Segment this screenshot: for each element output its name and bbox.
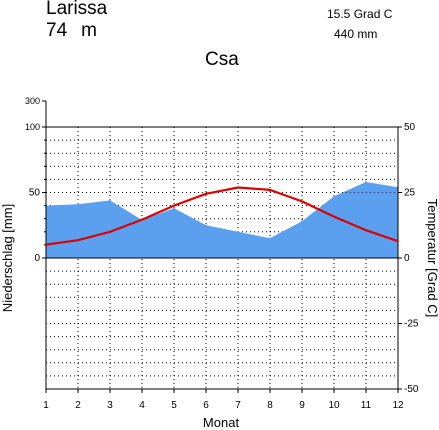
precipitation-point — [365, 181, 367, 183]
temperature-point — [397, 240, 399, 243]
x-tick-label: 2 — [75, 400, 81, 411]
temperature-point — [301, 200, 303, 203]
x-tick-label: 5 — [171, 400, 177, 411]
temperature-point — [269, 188, 271, 191]
x-tick-label: 8 — [267, 400, 273, 411]
station-name: Larissa — [46, 0, 108, 19]
precipitation-point — [173, 207, 175, 210]
temperature-point — [205, 192, 207, 195]
temperature-point — [365, 229, 367, 232]
annual-precipitation: 440 mm — [334, 27, 378, 41]
annual-temperature: 15.5 Grad C — [327, 7, 393, 21]
y-axis-right-label: Temperatur [Grad C] — [425, 199, 439, 318]
precipitation-point — [237, 230, 239, 233]
y-left-tick-label: 50 — [29, 188, 41, 199]
elevation-unit: m — [81, 20, 97, 41]
x-tick-label: 6 — [203, 400, 209, 411]
precipitation-point — [269, 237, 271, 240]
temperature-series — [45, 186, 399, 246]
y-left-tick-label: 100 — [25, 122, 40, 132]
y-right-tick-label: 25 — [404, 188, 416, 199]
temperature-point — [237, 186, 239, 189]
precipitation-area — [46, 182, 398, 258]
x-tick-label: 7 — [235, 400, 241, 411]
x-tick-label: 12 — [392, 400, 404, 411]
precipitation-point — [333, 195, 335, 198]
x-tick-label: 4 — [139, 400, 145, 411]
y-axis-left-label: Niederschlag [mm] — [0, 204, 15, 312]
station-elevation: 74 m — [46, 20, 97, 42]
climate-class: Csa — [205, 49, 239, 70]
temperature-point — [109, 230, 111, 233]
y-right-tick-label: 0 — [404, 253, 410, 264]
y-left-tick-label: 0 — [34, 253, 40, 264]
precipitation-point — [205, 224, 207, 227]
y-right-tick-label: -50 — [404, 384, 419, 395]
x-tick-label: 9 — [299, 400, 305, 411]
x-tick-label: 11 — [361, 400, 372, 411]
x-tick-label: 1 — [43, 400, 49, 411]
x-axis-label: Monat — [203, 415, 240, 430]
y-left-tick-label: 300 — [25, 96, 40, 106]
elevation-value: 74 — [46, 20, 68, 41]
temperature-point — [141, 218, 143, 221]
x-tick-label: 10 — [328, 400, 340, 411]
precipitation-point — [77, 203, 79, 206]
temperature-point — [333, 215, 335, 218]
temperature-line — [45, 186, 399, 246]
temperature-point — [173, 204, 175, 207]
precipitation-point — [301, 220, 303, 223]
precipitation-point — [109, 199, 111, 202]
x-tick-label: 3 — [107, 400, 113, 411]
temperature-point — [77, 239, 79, 242]
y-right-tick-label: -25 — [404, 319, 419, 330]
y-right-tick-label: 50 — [404, 122, 416, 133]
